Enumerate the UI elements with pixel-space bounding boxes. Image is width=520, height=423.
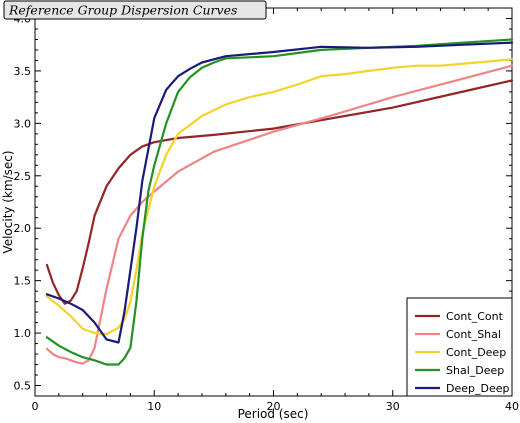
x-tick-label: 0	[32, 400, 39, 413]
y-tick-label: 1.5	[14, 275, 32, 288]
series-lines	[45, 38, 514, 366]
series-line-cont-shal	[45, 64, 514, 365]
x-tick-label: 10	[147, 400, 161, 413]
series-line-shal-deep	[45, 38, 514, 366]
legend-label: Cont_Deep	[446, 346, 506, 359]
legend-label: Cont_Cont	[446, 310, 504, 323]
y-tick-label: 2.0	[14, 222, 32, 235]
y-tick-label: 2.5	[14, 170, 32, 183]
y-tick-label: 0.5	[14, 380, 32, 393]
legend-box	[406, 297, 513, 397]
x-axis-label: Period (sec)	[238, 407, 309, 421]
y-tick-label: 3.5	[14, 65, 32, 78]
legend: Cont_Cont Cont_Shal Cont_Deep Shal_Deep Deep…	[406, 297, 513, 397]
title-box	[3, 0, 267, 20]
x-tick-label: 40	[505, 400, 519, 413]
legend-label: Deep_Deep	[446, 382, 509, 395]
x-tick-label: 30	[386, 400, 400, 413]
y-tick-label: 1.0	[14, 327, 32, 340]
legend-label: Shal_Deep	[446, 364, 504, 377]
series-line-deep-deep	[45, 41, 514, 344]
legend-label: Cont_Shal	[446, 328, 501, 341]
chart-title-text: Reference Group Dispersion Curves	[8, 3, 237, 18]
series-line-cont-deep	[45, 58, 514, 336]
x-tick-label: 20	[267, 400, 281, 413]
y-axis-label: Velocity (km/sec)	[1, 150, 15, 253]
y-tick-label: 3.0	[14, 117, 32, 130]
chart-title: Reference Group Dispersion Curves	[3, 0, 267, 20]
